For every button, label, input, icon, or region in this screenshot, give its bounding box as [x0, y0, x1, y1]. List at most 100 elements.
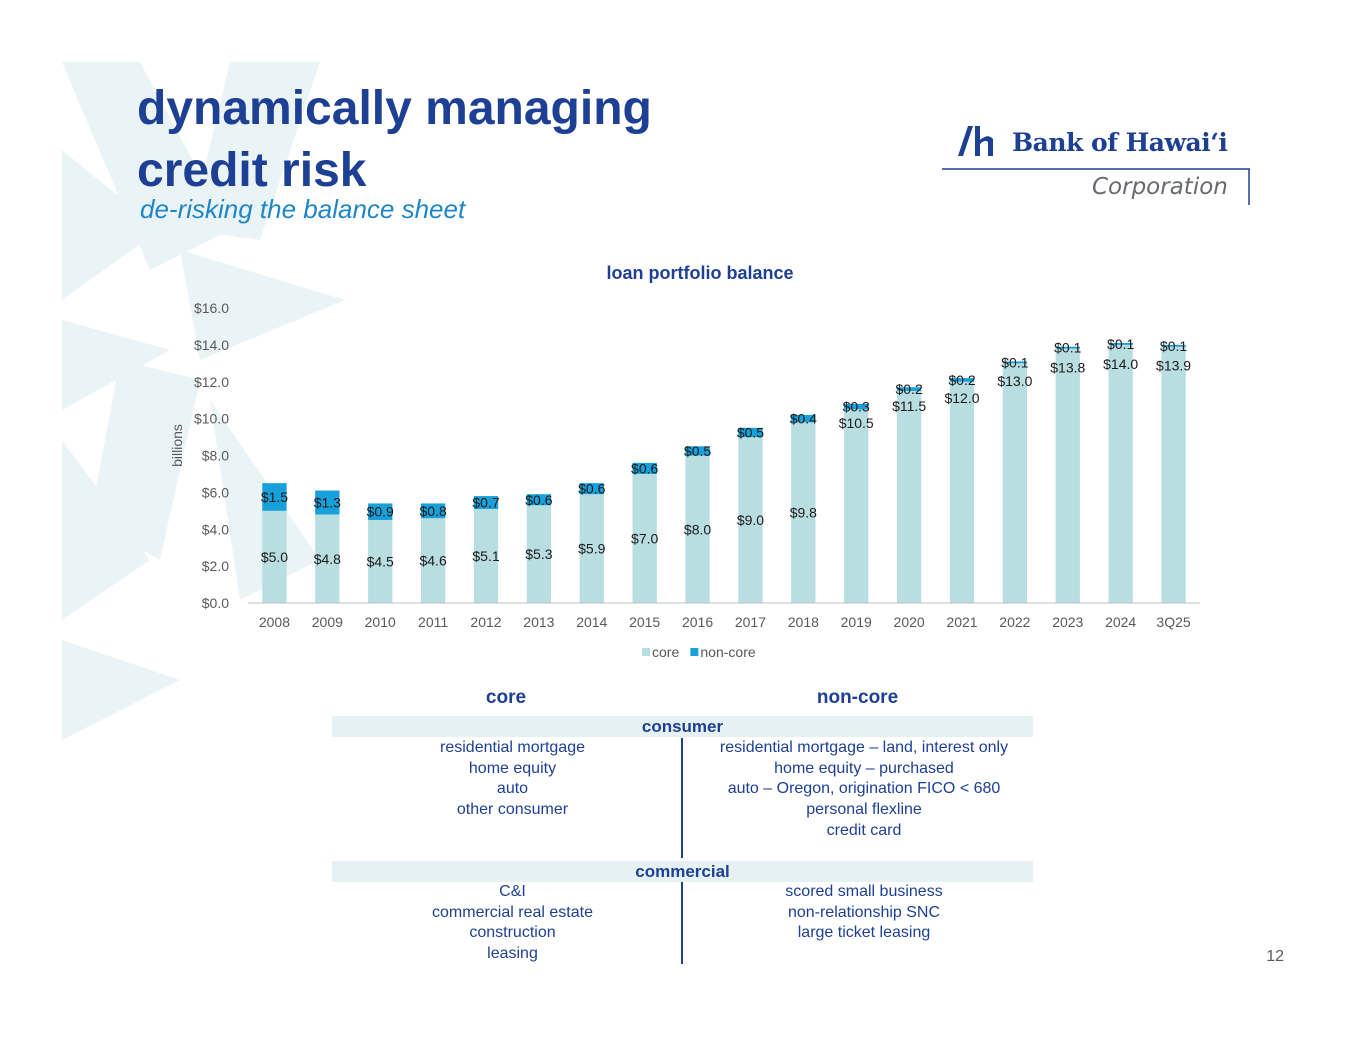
page-title-line-1: dynamically managing — [137, 82, 652, 135]
bar-core — [315, 514, 340, 603]
background-star-graphic — [62, 62, 345, 740]
bar-core — [1108, 344, 1133, 603]
loan-portfolio-chart: billions $0.0 $2.0 $4.0 $6.0 $8.0 $10.0 $12.0 $… — [169, 300, 1200, 660]
logo-subtitle: Corporation — [1092, 174, 1228, 200]
x-tick-label: 2016 — [682, 614, 713, 630]
bar-core — [1002, 363, 1028, 603]
y-tick-label: $2.0 — [202, 558, 229, 574]
data-label-core: $5.1 — [472, 548, 499, 564]
y-tick-label: $8.0 — [202, 448, 229, 464]
bar-core — [738, 437, 763, 603]
data-label-non-core: $0.1 — [1054, 340, 1081, 356]
legend-swatch — [690, 648, 699, 656]
data-label-non-core: $0.7 — [472, 495, 499, 511]
bar-core — [844, 409, 869, 603]
core-column-header: core — [485, 687, 527, 708]
commercial-divider — [681, 882, 683, 964]
bar-non-core — [632, 462, 657, 474]
list-item: home equity – purchased — [774, 759, 954, 777]
page-title: dynamically managing credit risk — [137, 78, 652, 202]
consumer-divider — [681, 738, 683, 858]
list-item: home equity — [468, 759, 557, 777]
y-tick-label: $12.0 — [194, 374, 229, 390]
data-label-core: $4.5 — [367, 554, 394, 570]
bar-non-core — [896, 387, 922, 391]
data-label-core: $13.9 — [1156, 358, 1191, 374]
data-label-non-core: $1.3 — [314, 495, 341, 511]
bar-non-core — [685, 446, 710, 456]
chart-title: loan portfolio balance — [606, 263, 794, 283]
bar-core — [896, 390, 922, 603]
x-tick-label: 2023 — [1052, 614, 1083, 630]
x-tick-label: 2019 — [841, 614, 872, 630]
consumer-section-header: consumer — [332, 716, 1033, 737]
y-tick-label: $4.0 — [202, 521, 229, 537]
data-label-core: $5.3 — [525, 546, 552, 562]
data-label-non-core: $0.6 — [631, 460, 658, 476]
x-tick-label: 2011 — [418, 614, 448, 630]
page-subtitle: de-risking the balance sheet — [140, 194, 466, 224]
list-item: personal flexline — [806, 801, 922, 819]
commercial-core-list: C&I commercial real estate construction … — [380, 882, 645, 965]
bar-non-core — [262, 483, 287, 511]
data-label-non-core: $0.6 — [525, 492, 552, 508]
consumer-noncore-list: residential mortgage – land, interest on… — [684, 738, 1044, 842]
bar-core — [420, 518, 446, 603]
data-label-core: $13.8 — [1050, 359, 1085, 375]
data-label-core: $5.0 — [261, 549, 288, 565]
data-label-non-core: $0.6 — [578, 481, 605, 497]
x-tick-label: 2018 — [788, 614, 819, 630]
list-item: residential mortgage – land, interest on… — [719, 739, 1009, 756]
noncore-column-header: non-core — [816, 687, 899, 708]
x-tick-label: 2017 — [735, 614, 766, 630]
data-label-core: $8.0 — [684, 521, 711, 537]
bar-core — [526, 505, 552, 603]
bar-non-core — [368, 503, 393, 521]
bar-non-core — [1002, 361, 1028, 364]
y-tick-label: $0.0 — [202, 595, 229, 611]
list-item: scored small business — [785, 883, 943, 900]
data-label-core: $12.0 — [944, 390, 979, 406]
list-item: credit card — [826, 821, 902, 839]
list-item: C&I — [499, 883, 526, 900]
logo-mark-icon — [958, 126, 993, 156]
bar-non-core — [738, 427, 763, 438]
page-title-line-2: credit risk — [137, 144, 367, 197]
y-tick-label: $14.0 — [194, 337, 229, 353]
bank-logo — [942, 126, 1250, 205]
data-label-non-core: $0.4 — [790, 411, 817, 427]
data-label-non-core: $0.1 — [1001, 354, 1028, 370]
bar-core — [262, 510, 287, 603]
y-tick-label: $6.0 — [202, 484, 229, 500]
x-axis-ticks: 2008 2009 2010 2011 2012 2013 2014 2015 2016 2017… — [259, 614, 1191, 630]
bar-non-core — [1055, 346, 1080, 349]
data-label-core: $13.0 — [997, 373, 1032, 389]
data-label-non-core: $0.1 — [1107, 336, 1134, 352]
data-label-core: $11.5 — [892, 398, 926, 414]
list-item: other consumer — [456, 801, 569, 819]
bar-non-core — [844, 403, 869, 410]
y-axis-label: billions — [169, 424, 185, 467]
list-item: construction — [469, 924, 556, 942]
y-tick-label: $10.0 — [194, 411, 229, 427]
bar-core — [949, 381, 975, 603]
list-item: auto – Oregon, origination FICO < 680 — [727, 780, 1001, 798]
bar-core — [685, 455, 710, 603]
data-label-non-core: $1.5 — [261, 489, 288, 505]
list-item: residential mortgage — [440, 739, 585, 756]
data-label-non-core: $0.2 — [895, 381, 922, 397]
data-label-core: $9.0 — [737, 512, 764, 528]
data-label-non-core: $0.5 — [737, 424, 764, 440]
bar-non-core — [1161, 344, 1186, 347]
bar-non-core — [579, 483, 604, 495]
commercial-noncore-list: scored small business non-relationship S… — [684, 882, 1044, 944]
data-label-core: $5.9 — [578, 541, 605, 557]
data-label-non-core: $0.9 — [367, 504, 394, 520]
bar-non-core — [791, 414, 816, 423]
data-label-non-core: $0.5 — [684, 443, 711, 459]
bar-core — [1161, 346, 1186, 603]
x-tick-label: 2015 — [629, 614, 660, 630]
data-label-non-core: $0.2 — [948, 372, 975, 388]
list-item: non-relationship SNC — [787, 903, 941, 921]
data-label-core: $4.8 — [314, 551, 341, 567]
